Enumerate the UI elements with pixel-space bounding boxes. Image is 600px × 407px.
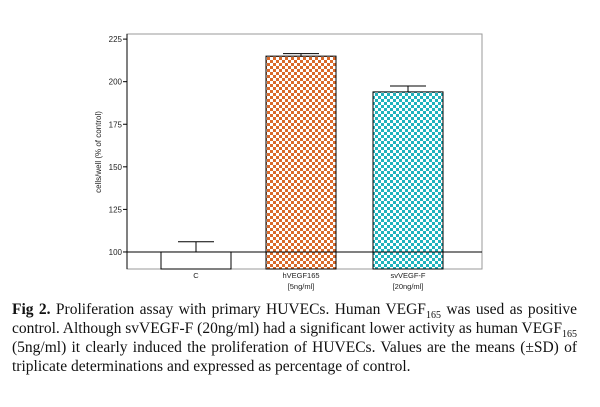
x-category-label-hvegf165: hVEGF165	[282, 271, 319, 280]
bar-chart: 100 125 150 175 200 225 cells/well (% of…	[94, 33, 483, 291]
x-category-sublabel-svvegf-f: [20ng/ml]	[393, 282, 424, 291]
y-tick-175: 175	[109, 120, 127, 129]
y-tick-225: 225	[109, 35, 127, 44]
bar-control	[160, 251, 232, 270]
y-tick-100: 100	[109, 248, 127, 257]
error-bar-hvegf165	[283, 53, 319, 57]
bar-hvegf165	[265, 55, 337, 270]
y-tick-label-175: 175	[109, 120, 123, 129]
y-tick-label-225: 225	[109, 35, 123, 44]
x-category-label-svvegf-f: svVEGF-F	[391, 271, 426, 280]
error-bar-control	[178, 241, 214, 252]
y-tick-label-150: 150	[109, 163, 123, 172]
y-tick-label-100: 100	[109, 248, 123, 257]
caption-text-part-2: was used as positive control. Although s…	[12, 301, 578, 337]
y-tick-125: 125	[109, 205, 127, 214]
y-tick-label-125: 125	[109, 205, 123, 214]
caption-text-part-1: Proliferation assay with primary HUVECs.…	[50, 301, 426, 318]
figure-caption: Fig 2. Proliferation assay with primary …	[12, 300, 577, 376]
caption-subscript-1: 165	[425, 310, 441, 322]
y-tick-200: 200	[109, 78, 127, 87]
caption-text-part-3: (5ng/ml) it clearly induced the prolifer…	[12, 339, 577, 375]
y-tick-label-200: 200	[109, 78, 123, 87]
caption-subscript-2: 165	[562, 329, 577, 341]
figure-label: Fig 2.	[12, 301, 51, 318]
error-bar-svvegf-f	[390, 85, 426, 92]
y-axis-label: cells/well (% of control)	[94, 111, 103, 193]
y-tick-150: 150	[109, 163, 127, 172]
bar-svvegf-f	[372, 91, 444, 270]
x-category-sublabel-hvegf165: [5ng/ml]	[288, 282, 315, 291]
x-category-label-control: C	[193, 271, 199, 280]
